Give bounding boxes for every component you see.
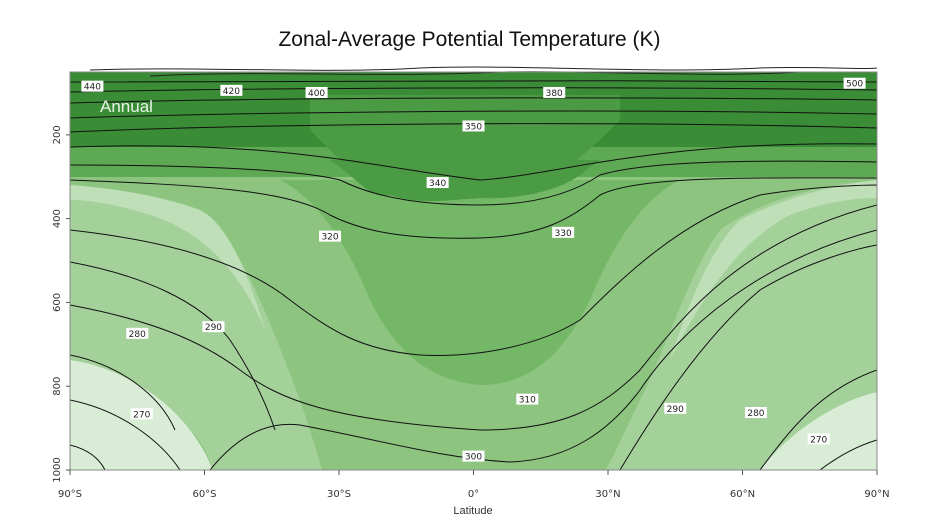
contour-label-text: 280 bbox=[129, 330, 146, 340]
y-tick-label: 800 bbox=[52, 377, 63, 396]
contour-label: 380 bbox=[543, 87, 565, 99]
contour-label-text: 290 bbox=[205, 323, 222, 333]
x-tick-label: 0° bbox=[468, 489, 479, 500]
contour-label-text: 350 bbox=[465, 122, 482, 132]
contour-label-text: 340 bbox=[429, 179, 446, 189]
y-tick-label: 200 bbox=[52, 125, 63, 144]
contour-label-text: 400 bbox=[308, 89, 325, 99]
annual-annotation: Annual bbox=[100, 97, 153, 116]
contour-label: 270 bbox=[808, 433, 830, 445]
contour-label-text: 320 bbox=[321, 233, 338, 243]
y-axis: 200 400 600 800 1000 bbox=[52, 125, 70, 482]
x-tick-label: 60°S bbox=[192, 489, 216, 500]
contour-label-text: 300 bbox=[465, 453, 482, 463]
contour-label: 300 bbox=[463, 451, 485, 463]
contour-label-text: 310 bbox=[519, 396, 536, 406]
y-tick-label: 400 bbox=[52, 209, 63, 228]
contour-label: 290 bbox=[202, 321, 224, 333]
contour-label-text: 330 bbox=[555, 229, 572, 239]
contour-label-text: 270 bbox=[810, 435, 827, 445]
contour-label-text: 270 bbox=[133, 410, 150, 420]
contour-label: 350 bbox=[463, 120, 485, 132]
y-tick-label: 600 bbox=[52, 293, 63, 312]
contour-label: 270 bbox=[131, 408, 153, 420]
contour-line bbox=[90, 67, 877, 70]
contour-label: 340 bbox=[427, 177, 449, 189]
contour-label: 280 bbox=[745, 407, 767, 419]
contour-label-text: 380 bbox=[546, 89, 563, 99]
x-axis-label: Latitude bbox=[453, 505, 492, 517]
x-tick-label: 90°N bbox=[864, 489, 889, 500]
contour-label: 420 bbox=[220, 85, 242, 97]
contour-label: 280 bbox=[126, 328, 148, 340]
contour-label: 440 bbox=[81, 81, 103, 93]
contour-label-text: 420 bbox=[223, 87, 240, 97]
x-axis: 90°S 60°S 30°S 0° 30°N 60°N 90°N bbox=[58, 470, 890, 500]
contour-label: 290 bbox=[664, 403, 686, 415]
contour-label: 400 bbox=[306, 87, 328, 99]
contour-label-text: 280 bbox=[747, 409, 764, 419]
contour-label: 320 bbox=[319, 231, 341, 243]
contour-label: 500 bbox=[844, 78, 866, 90]
contour-label: 310 bbox=[516, 394, 538, 406]
contour-label-text: 500 bbox=[846, 80, 863, 90]
contour-label: 330 bbox=[552, 227, 574, 239]
x-tick-label: 30°N bbox=[595, 489, 620, 500]
x-tick-label: 90°S bbox=[58, 489, 82, 500]
x-tick-label: 60°N bbox=[730, 489, 755, 500]
contour-label-text: 290 bbox=[667, 405, 684, 415]
contour-label-text: 440 bbox=[84, 83, 101, 93]
x-tick-label: 30°S bbox=[327, 489, 351, 500]
y-tick-label: 1000 bbox=[52, 457, 63, 482]
